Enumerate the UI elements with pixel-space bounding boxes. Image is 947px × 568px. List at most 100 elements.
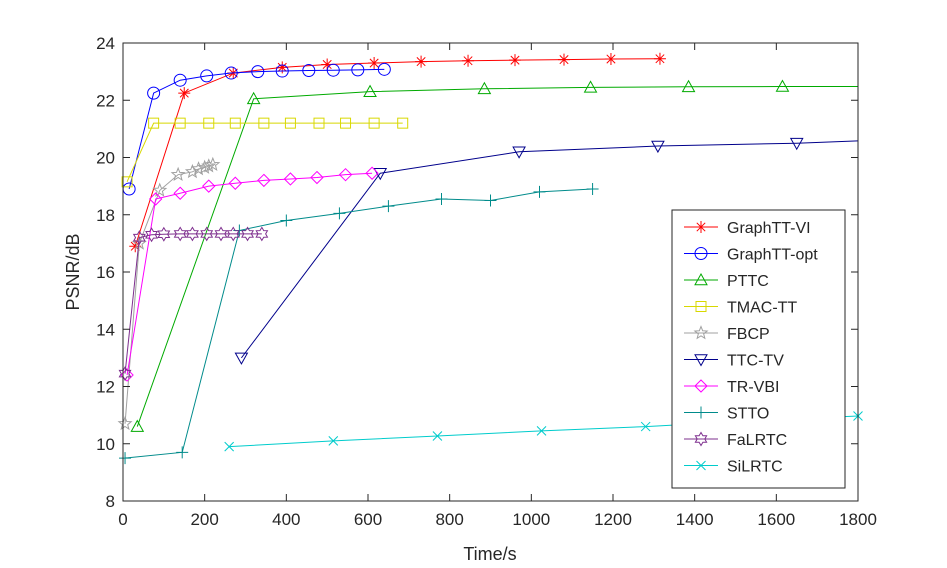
x-tick-label: 800 bbox=[435, 510, 463, 529]
data-point-tr-vbi bbox=[173, 186, 187, 200]
data-point-stto bbox=[484, 194, 497, 207]
legend-box bbox=[671, 209, 846, 489]
data-point-graphtt-opt bbox=[200, 69, 214, 83]
x-tick-label: 1000 bbox=[512, 510, 550, 529]
series-pttc bbox=[130, 79, 858, 432]
y-axis-label: PSNR/dB bbox=[63, 233, 83, 310]
data-point-silrtc bbox=[432, 431, 443, 441]
y-tick-label: 12 bbox=[96, 378, 115, 397]
data-point-fbcp bbox=[170, 166, 186, 182]
data-point-graphtt-vi bbox=[178, 87, 191, 100]
series-line-pttc bbox=[136, 86, 858, 427]
data-point-falrtc bbox=[226, 226, 240, 242]
data-point-stto bbox=[176, 446, 189, 459]
data-point-tmac-tt bbox=[174, 117, 186, 129]
data-point-fbcp bbox=[152, 182, 168, 197]
series-line-fbcp bbox=[124, 164, 213, 424]
data-point-falrtc bbox=[200, 226, 214, 242]
legend-marker-graphtt-vi bbox=[695, 221, 707, 233]
legend-marker-silrtc bbox=[696, 460, 706, 471]
series-line-tmac-tt bbox=[126, 122, 403, 183]
series-line-tr-vbi bbox=[126, 172, 373, 376]
legend-marker-falrtc bbox=[694, 431, 708, 447]
legend-item-tr-vbi: TR-VBI bbox=[684, 379, 779, 396]
data-point-stto bbox=[435, 193, 448, 206]
data-point-pttc bbox=[583, 80, 598, 93]
series-fbcp bbox=[117, 156, 221, 431]
legend-label-ttc-tv: TTC-TV bbox=[727, 353, 784, 370]
data-point-fbcp bbox=[201, 158, 217, 173]
legend-label-graphtt-vi: GraphTT-VI bbox=[727, 220, 811, 237]
series-layer bbox=[117, 52, 863, 465]
data-point-tmac-tt bbox=[148, 117, 160, 129]
series-line-graphtt-vi bbox=[134, 58, 660, 247]
legend-marker-ttc-tv bbox=[694, 354, 708, 367]
data-point-stto bbox=[280, 214, 293, 227]
y-tick-label: 10 bbox=[96, 435, 115, 454]
legend-item-graphtt-vi: GraphTT-VI bbox=[684, 220, 811, 237]
data-point-tr-vbi bbox=[148, 192, 163, 206]
data-point-falrtc bbox=[157, 226, 171, 242]
legend-label-silrtc: SiLRTC bbox=[727, 459, 783, 476]
y-tick-label: 18 bbox=[96, 206, 115, 225]
data-point-tmac-tt bbox=[229, 117, 241, 129]
data-point-graphtt-vi bbox=[129, 240, 142, 253]
data-point-graphtt-vi bbox=[509, 54, 521, 67]
series-line-ttc-tv bbox=[241, 140, 859, 359]
y-tick-label: 20 bbox=[96, 149, 115, 168]
series-line-stto bbox=[124, 188, 593, 459]
data-point-tr-vbi bbox=[202, 179, 216, 193]
data-point-tr-vbi bbox=[257, 173, 271, 188]
data-point-graphtt-opt bbox=[351, 63, 365, 77]
data-point-stto bbox=[119, 452, 132, 465]
data-point-silrtc bbox=[328, 436, 339, 446]
data-point-pttc bbox=[477, 81, 492, 95]
y-tick-label: 24 bbox=[96, 34, 115, 53]
legend-marker-tmac-tt bbox=[695, 301, 707, 312]
series-graphtt-vi bbox=[129, 52, 666, 253]
y-tick-label: 22 bbox=[96, 91, 115, 110]
data-point-tr-vbi bbox=[228, 176, 242, 190]
data-point-tmac-tt bbox=[203, 117, 215, 129]
legend-marker-graphtt-opt bbox=[694, 247, 708, 260]
series-tr-vbi bbox=[120, 166, 379, 382]
data-point-tmac-tt bbox=[258, 117, 270, 129]
data-point-fbcp bbox=[184, 163, 200, 179]
x-tick-label: 0 bbox=[118, 510, 127, 529]
x-tick-label: 1400 bbox=[676, 510, 714, 529]
data-point-ttc-tv bbox=[651, 140, 665, 154]
data-point-graphtt-opt bbox=[275, 64, 289, 78]
y-tick-label: 14 bbox=[96, 320, 115, 339]
data-point-graphtt-vi bbox=[653, 52, 666, 65]
legend-item-pttc: PTTC bbox=[684, 272, 769, 290]
data-point-ttc-tv bbox=[789, 137, 804, 151]
data-point-silrtc bbox=[536, 426, 547, 436]
data-point-falrtc bbox=[214, 226, 228, 242]
data-point-graphtt-vi bbox=[604, 53, 617, 66]
data-point-stto bbox=[586, 182, 599, 195]
x-tick-label: 1800 bbox=[839, 510, 877, 529]
data-point-tr-vbi bbox=[310, 170, 324, 185]
data-point-falrtc bbox=[132, 230, 146, 246]
data-point-pttc bbox=[681, 79, 696, 93]
data-point-ttc-tv bbox=[512, 146, 526, 159]
data-point-stto bbox=[382, 200, 395, 213]
data-point-tmac-tt bbox=[340, 117, 352, 129]
legend-marker-fbcp bbox=[693, 325, 709, 340]
data-point-graphtt-vi bbox=[321, 58, 334, 71]
data-point-falrtc bbox=[185, 226, 199, 242]
legend-marker-pttc bbox=[694, 272, 708, 286]
data-point-stto bbox=[533, 185, 546, 198]
legend-label-fbcp: FBCP bbox=[727, 326, 770, 343]
data-point-graphtt-vi bbox=[368, 57, 381, 70]
data-point-fbcp bbox=[117, 415, 133, 431]
legend: GraphTT-VI GraphTT-opt PTTC TMAC-TT FBCP TTC-… bbox=[671, 209, 846, 489]
x-tick-label: 1200 bbox=[594, 510, 632, 529]
series-line-graphtt-opt bbox=[128, 68, 385, 190]
data-point-pttc bbox=[775, 79, 790, 92]
data-point-silrtc bbox=[640, 421, 651, 432]
y-tick-label: 16 bbox=[96, 263, 115, 282]
data-point-falrtc bbox=[145, 227, 159, 243]
